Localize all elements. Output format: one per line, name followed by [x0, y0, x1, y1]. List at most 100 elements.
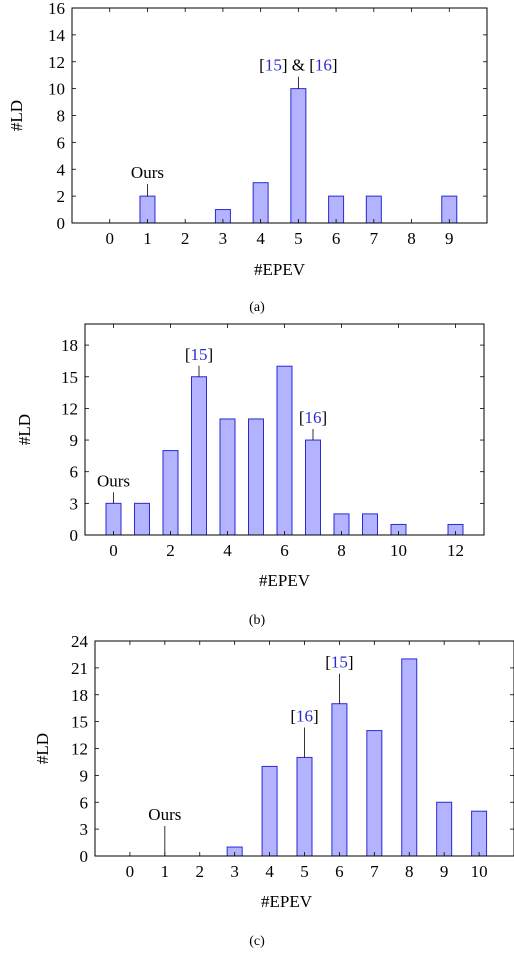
y-tick-label: 14 [48, 26, 66, 45]
annotation-label: [15] [185, 345, 213, 364]
x-tick-label: 1 [143, 229, 152, 248]
y-axis-title: #LD [33, 733, 52, 764]
bar [366, 730, 383, 857]
y-tick-label: 2 [57, 187, 66, 206]
x-tick-label: 8 [407, 229, 416, 248]
x-axis-title: #EPEV [259, 571, 311, 590]
y-tick-label: 18 [61, 336, 78, 355]
y-tick-label: 18 [71, 686, 88, 705]
annotation-text: ] [208, 345, 214, 364]
x-tick-label: 2 [166, 541, 175, 560]
x-tick-label: 1 [161, 862, 170, 881]
x-tick-label: 10 [471, 862, 488, 881]
annotation-text: ] [322, 408, 328, 427]
bar [362, 513, 378, 536]
bar [248, 418, 264, 536]
citation-ref[interactable]: 16 [296, 706, 313, 725]
x-tick-label: 4 [223, 541, 232, 560]
bar [441, 195, 458, 224]
citation-ref[interactable]: 16 [315, 56, 332, 75]
y-tick-label: 3 [70, 494, 79, 513]
y-tick-label: 4 [57, 160, 66, 179]
x-tick-label: 0 [126, 862, 135, 881]
annotation-label: [16] [290, 706, 318, 725]
x-tick-label: 0 [109, 541, 118, 560]
x-axis-title: #EPEV [261, 892, 313, 911]
bar [331, 703, 348, 857]
x-tick-label: 4 [265, 862, 274, 881]
x-tick-label: 9 [445, 229, 454, 248]
y-axis-title: #LD [15, 414, 34, 445]
x-tick-label: 2 [196, 862, 205, 881]
annotation-text: ] & [ [282, 56, 315, 75]
bar [276, 365, 293, 536]
bar [191, 376, 207, 536]
x-tick-label: 9 [440, 862, 449, 881]
y-tick-label: 0 [80, 847, 89, 866]
bar [105, 502, 122, 536]
x-tick-label: 7 [370, 862, 379, 881]
y-tick-label: 0 [57, 214, 66, 233]
chart-b: 0 2 4 6 8 10 120369121518#EPEV#LDOurs[15][16](… [15, 323, 485, 628]
citation-ref[interactable]: 15 [331, 653, 348, 672]
citation-ref[interactable]: 15 [191, 345, 208, 364]
x-tick-label: 5 [300, 862, 309, 881]
x-tick-label: 4 [256, 229, 265, 248]
x-tick-label: 3 [230, 862, 239, 881]
y-tick-label: 24 [71, 632, 89, 651]
annotation-label: [15] & [16] [259, 56, 337, 75]
annotation-text: ] [313, 706, 319, 725]
annotation-label: Ours [131, 163, 164, 182]
x-tick-label: 12 [447, 541, 464, 560]
y-tick-label: 15 [61, 368, 78, 387]
bar [365, 195, 382, 224]
annotation-label: Ours [97, 471, 130, 490]
x-tick-label: 7 [370, 229, 379, 248]
x-tick-label: 8 [405, 862, 414, 881]
bar [436, 801, 453, 857]
bar [261, 765, 278, 857]
bar [296, 756, 313, 857]
y-tick-label: 6 [57, 133, 66, 152]
bar [162, 450, 179, 536]
annotation-text: ] [332, 56, 338, 75]
citation-ref[interactable]: 16 [305, 408, 322, 427]
annotation-text: Ours [97, 471, 130, 490]
chart-caption: (a) [249, 300, 265, 315]
y-tick-label: 12 [48, 53, 65, 72]
annotation-text: Ours [131, 163, 164, 182]
x-tick-label: 6 [280, 541, 289, 560]
annotation-text: [ [299, 408, 305, 427]
y-tick-label: 12 [71, 740, 88, 759]
bar [219, 418, 236, 536]
y-tick-label: 21 [71, 659, 88, 678]
x-tick-label: 3 [219, 229, 228, 248]
chart-caption: (b) [249, 613, 266, 628]
chart-caption: (c) [249, 934, 265, 949]
x-tick-label: 5 [294, 229, 303, 248]
annotation-text: [ [185, 345, 191, 364]
y-tick-label: 6 [70, 463, 79, 482]
y-tick-label: 10 [48, 80, 65, 99]
bar [471, 810, 488, 857]
annotation-text: ] [348, 653, 354, 672]
annotation-label: [16] [299, 408, 327, 427]
x-tick-label: 2 [181, 229, 190, 248]
citation-ref[interactable]: 15 [265, 56, 282, 75]
y-tick-label: 9 [70, 431, 79, 450]
x-tick-label: 6 [332, 229, 341, 248]
x-tick-label: 6 [335, 862, 344, 881]
annotation-label: [15] [325, 653, 353, 672]
bar [252, 182, 269, 224]
x-axis-title: #EPEV [254, 260, 306, 279]
y-tick-label: 16 [48, 0, 65, 18]
bar [134, 502, 150, 536]
y-tick-label: 0 [70, 526, 79, 545]
annotation-text: [ [325, 653, 331, 672]
bar [328, 195, 345, 224]
x-tick-label: 10 [390, 541, 407, 560]
annotation-text: [ [290, 706, 296, 725]
y-tick-label: 9 [80, 766, 89, 785]
bar [290, 88, 307, 224]
plot-frame [71, 7, 488, 224]
